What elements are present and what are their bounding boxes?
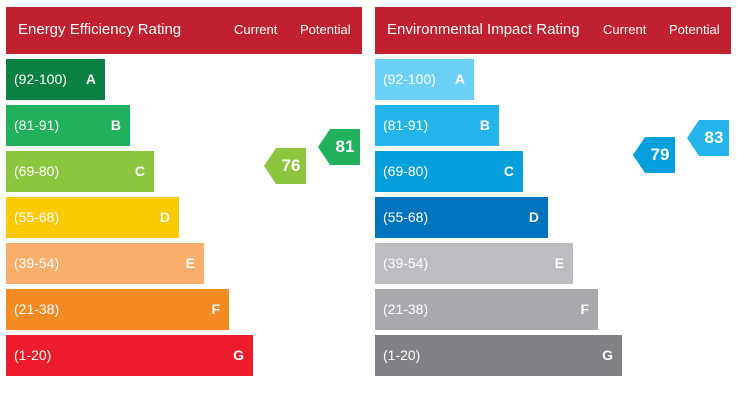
environmental-band-letter: D [528, 209, 539, 225]
energy-band-a: (92-100) A [6, 59, 105, 100]
environmental-impact-header: Environmental Impact Rating Current Pote… [375, 7, 731, 54]
energy-band-letter: F [211, 301, 220, 317]
environmental-band-d: (55-68) D [375, 197, 548, 238]
environmental-band-c: (69-80) C [375, 151, 523, 192]
environmental-potential-arrow-shape [687, 120, 729, 156]
environmental-potential-rating-value: 83 [704, 128, 724, 147]
environmental-band-range: (39-54) [383, 255, 429, 271]
environmental-band-letter: G [602, 347, 613, 363]
environmental-current-rating-value: 79 [650, 145, 670, 164]
energy-efficiency-panel: Energy Efficiency Rating Current Potenti… [6, 7, 362, 377]
environmental-potential-column-label: Potential [669, 22, 720, 37]
environmental-band-b: (81-91) B [375, 105, 499, 146]
energy-current-rating-value: 76 [281, 156, 301, 175]
environmental-band-g: (1-20) G [375, 335, 622, 376]
energy-band-g: (1-20) G [6, 335, 253, 376]
energy-band-range: (1-20) [14, 347, 52, 363]
energy-band-range: (69-80) [14, 163, 60, 179]
environmental-impact-panel: Environmental Impact Rating Current Pote… [375, 7, 731, 377]
energy-current-arrow-shape [264, 148, 306, 184]
environmental-band-letter: F [580, 301, 589, 317]
energy-band-letter: A [85, 71, 96, 87]
energy-band-e: (39-54) E [6, 243, 204, 284]
energy-current-rating-arrow: 76 [264, 148, 306, 184]
energy-potential-rating-arrow: 81 [318, 129, 360, 165]
environmental-current-rating-arrow: 79 [633, 137, 675, 173]
energy-band-letter: G [233, 347, 244, 363]
energy-potential-arrow-shape [318, 129, 360, 165]
environmental-band-letter: E [554, 255, 564, 271]
environmental-band-range: (55-68) [383, 209, 429, 225]
energy-band-range: (55-68) [14, 209, 60, 225]
environmental-band-letter: A [454, 71, 465, 87]
environmental-band-letter: B [479, 117, 490, 133]
energy-band-range: (81-91) [14, 117, 60, 133]
environmental-band-range: (92-100) [383, 71, 436, 87]
environmental-current-arrow-shape [633, 137, 675, 173]
energy-band-letter: D [159, 209, 170, 225]
environmental-band-a: (92-100) A [375, 59, 474, 100]
environmental-band-range: (1-20) [383, 347, 421, 363]
energy-efficiency-title: Energy Efficiency Rating [18, 21, 182, 38]
energy-band-b: (81-91) B [6, 105, 130, 146]
energy-band-letter: E [185, 255, 195, 271]
environmental-impact-title: Environmental Impact Rating [387, 21, 580, 38]
environmental-band-f: (21-38) F [375, 289, 598, 330]
energy-band-f: (21-38) F [6, 289, 229, 330]
environmental-band-range: (81-91) [383, 117, 429, 133]
environmental-current-column-label: Current [603, 22, 647, 37]
energy-potential-rating-value: 81 [335, 137, 355, 156]
energy-band-range: (92-100) [14, 71, 67, 87]
energy-band-letter: B [110, 117, 121, 133]
environmental-potential-rating-arrow: 83 [687, 120, 729, 156]
energy-band-c: (69-80) C [6, 151, 154, 192]
environmental-band-letter: C [503, 163, 514, 179]
energy-current-column-label: Current [234, 22, 278, 37]
environmental-band-e: (39-54) E [375, 243, 573, 284]
energy-band-range: (39-54) [14, 255, 60, 271]
energy-band-d: (55-68) D [6, 197, 179, 238]
energy-potential-column-label: Potential [300, 22, 351, 37]
environmental-band-range: (21-38) [383, 301, 429, 317]
energy-band-range: (21-38) [14, 301, 60, 317]
energy-efficiency-header: Energy Efficiency Rating Current Potenti… [6, 7, 362, 54]
environmental-band-range: (69-80) [383, 163, 429, 179]
energy-band-letter: C [134, 163, 145, 179]
